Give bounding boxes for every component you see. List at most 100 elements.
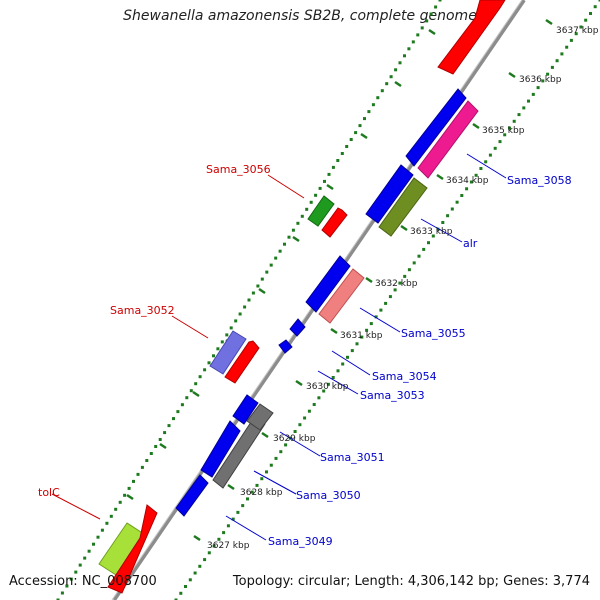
ring-dot xyxy=(479,167,483,170)
ring-dot xyxy=(438,0,442,2)
ring-dot xyxy=(83,556,87,560)
gene-Sama_3052[interactable] xyxy=(209,330,247,375)
ring-dot xyxy=(389,75,393,79)
ring-dot xyxy=(114,507,118,511)
label-Sama_3055[interactable]: Sama_3055 xyxy=(401,327,466,340)
tick-label: 3630 kbp xyxy=(306,382,349,392)
leader-Sama_3051 xyxy=(279,431,321,457)
ring-dot xyxy=(56,598,60,600)
gene-alr[interactable] xyxy=(378,177,428,237)
label-tolC[interactable]: tolC xyxy=(38,486,60,499)
ring-dot xyxy=(331,376,335,379)
ring-dot xyxy=(174,598,178,600)
ring-dot xyxy=(298,423,302,427)
gene-Sama_3053[interactable] xyxy=(278,339,293,354)
ring-dot xyxy=(336,159,340,162)
label-Sama_3056[interactable]: Sama_3056 xyxy=(206,163,271,176)
ring-dot xyxy=(412,261,416,265)
ring-dot xyxy=(446,214,450,218)
ring-dot xyxy=(455,200,459,204)
ring-dot xyxy=(407,47,411,51)
gene-Sama_3050[interactable] xyxy=(200,420,241,478)
gene-Sama_3058[interactable] xyxy=(417,100,479,179)
gene-Sama_3051[interactable] xyxy=(232,394,259,425)
kbp-tick xyxy=(261,431,269,439)
ring-dot xyxy=(96,535,100,539)
ring-dot xyxy=(74,570,78,574)
label-Sama_3052[interactable]: Sama_3052 xyxy=(110,304,175,317)
ring-dot xyxy=(403,54,406,58)
tick-label: 3637 kbp xyxy=(556,26,599,36)
ring-dot xyxy=(225,333,229,337)
leader-alr xyxy=(420,218,463,243)
ring-dot xyxy=(593,5,597,9)
ring-dot xyxy=(172,417,175,421)
ring-dot xyxy=(517,113,521,117)
ring-dot xyxy=(287,235,291,239)
ring-dot xyxy=(450,207,454,211)
ring-dot xyxy=(374,315,378,319)
ring-dot xyxy=(326,382,330,386)
label-Sama_3049[interactable]: Sama_3049 xyxy=(268,535,333,548)
ring-dot xyxy=(307,409,311,413)
label-Sama_3053[interactable]: Sama_3053 xyxy=(360,389,425,402)
label-leader-lines xyxy=(51,153,507,541)
label-Sama_3050[interactable]: Sama_3050 xyxy=(296,489,361,502)
ring-dot xyxy=(327,172,331,176)
ring-dot xyxy=(198,564,202,568)
gene-Sama_3058-pair[interactable] xyxy=(405,88,467,167)
ring-dot xyxy=(265,270,269,274)
kbp-tick xyxy=(436,173,444,181)
ring-dot xyxy=(92,542,95,546)
gene-Sama_3055[interactable] xyxy=(318,268,365,324)
label-Sama_3051[interactable]: Sama_3051 xyxy=(320,451,385,464)
inner-dotted-ring xyxy=(174,0,600,600)
leader-Sama_3058 xyxy=(466,153,507,179)
gene-tolC-pair[interactable] xyxy=(107,504,158,594)
ring-dot xyxy=(522,106,526,110)
label-alr[interactable]: alr xyxy=(463,237,478,250)
ring-dot xyxy=(217,537,221,541)
gene-Sama_3055-pair[interactable] xyxy=(305,255,351,313)
gene-Sama_3054[interactable] xyxy=(289,318,306,337)
ring-dot xyxy=(251,291,255,295)
ring-dot xyxy=(369,322,373,326)
gene-Sama_3052-pair[interactable] xyxy=(224,340,260,384)
ring-dot xyxy=(296,221,300,225)
ring-dot xyxy=(363,117,366,121)
label-Sama_3058[interactable]: Sama_3058 xyxy=(507,174,572,187)
ring-dot xyxy=(274,256,278,260)
accession-text: Accession: NC_008700 xyxy=(9,574,157,589)
ring-dot xyxy=(87,549,91,553)
ring-dot xyxy=(388,295,392,299)
gene-Sama_3056[interactable] xyxy=(307,195,335,227)
ring-dot xyxy=(527,99,530,103)
ring-dot xyxy=(422,247,426,251)
ring-dot xyxy=(226,524,230,528)
ring-dash xyxy=(326,183,334,191)
gene-Sama_3056-pair[interactable] xyxy=(321,207,348,238)
outer-dash-ring xyxy=(126,28,436,501)
ring-dot xyxy=(278,249,282,253)
gene-alr-pair[interactable] xyxy=(365,164,414,224)
gene-Sama_3051-pair[interactable] xyxy=(246,403,274,431)
label-Sama_3054[interactable]: Sama_3054 xyxy=(372,370,437,383)
gene-Sama_3049[interactable] xyxy=(175,474,209,517)
ring-dot xyxy=(398,281,402,285)
kbp-tick xyxy=(193,534,201,542)
ring-dot xyxy=(555,59,559,63)
gene-top-red[interactable] xyxy=(437,0,506,75)
kbp-tick xyxy=(400,224,408,232)
kbp-tick-labels: 3627 kbp 3628 kbp 3629 kbp 3630 kbp 3631… xyxy=(207,26,599,551)
ring-dot xyxy=(312,403,316,406)
ring-dot xyxy=(279,450,283,454)
ring-dot xyxy=(305,207,309,211)
kbp-tick xyxy=(330,327,338,335)
ring-dot xyxy=(222,531,226,535)
ring-dash xyxy=(292,235,300,243)
tick-label: 3633 kbp xyxy=(410,227,453,237)
ring-dot xyxy=(265,470,268,474)
ring-dot xyxy=(255,483,259,487)
ring-dot xyxy=(212,354,215,358)
